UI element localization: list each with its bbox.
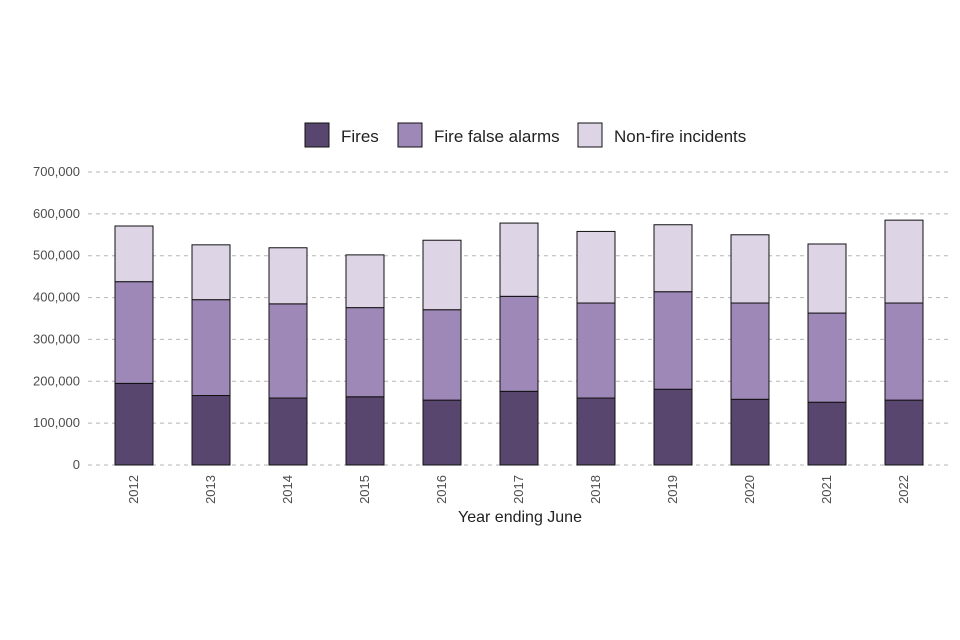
bar-fires-2022 bbox=[884, 399, 924, 466]
bar-fire-false-alarms-2019 bbox=[653, 291, 693, 390]
x-axis: 2012 2013 2014 2015 2016 2017 2018 2019 2020 2021… bbox=[126, 475, 911, 504]
bar-non-fire-incidents-2014 bbox=[268, 247, 308, 305]
x-tick-label: 2019 bbox=[665, 475, 680, 504]
x-tick-label: 2017 bbox=[511, 475, 526, 504]
bar-fire-false-alarms-2016 bbox=[422, 309, 462, 401]
bar-fire-false-alarms-2015 bbox=[345, 307, 385, 398]
bar-fires-2019 bbox=[653, 388, 693, 466]
y-tick-label: 200,000 bbox=[33, 373, 80, 388]
bar-fire-false-alarms-2020 bbox=[730, 302, 770, 400]
x-tick-label: 2020 bbox=[742, 475, 757, 504]
x-tick-label: 2018 bbox=[588, 475, 603, 504]
x-tick-label: 2022 bbox=[896, 475, 911, 504]
legend-label: Fires bbox=[341, 127, 379, 146]
x-tick-label: 2014 bbox=[280, 475, 295, 504]
x-tick-label: 2015 bbox=[357, 475, 372, 504]
bar-fires-2012 bbox=[114, 382, 154, 466]
legend-label: Non-fire incidents bbox=[614, 127, 746, 146]
y-tick-label: 600,000 bbox=[33, 206, 80, 221]
bar-fire-false-alarms-2012 bbox=[114, 281, 154, 384]
bar-non-fire-incidents-2013 bbox=[191, 244, 231, 301]
y-tick-label: 0 bbox=[73, 457, 80, 472]
bar-fires-2015 bbox=[345, 396, 385, 466]
legend: Fires Fire false alarms Non-fire incidents bbox=[304, 122, 746, 148]
y-axis: 0 100,000 200,000 300,000 400,000 500,000 600,… bbox=[33, 164, 80, 472]
y-tick-label: 400,000 bbox=[33, 290, 80, 305]
bar-non-fire-incidents-2021 bbox=[807, 243, 847, 314]
y-tick-label: 300,000 bbox=[33, 331, 80, 346]
bar-non-fire-incidents-2019 bbox=[653, 224, 693, 293]
x-tick-label: 2012 bbox=[126, 475, 141, 504]
bar-fire-false-alarms-2013 bbox=[191, 299, 231, 397]
bar-fires-2021 bbox=[807, 401, 847, 466]
legend-swatch bbox=[397, 122, 423, 148]
bar-non-fire-incidents-2018 bbox=[576, 230, 616, 304]
y-tick-label: 500,000 bbox=[33, 248, 80, 263]
bar-fires-2014 bbox=[268, 397, 308, 466]
bars bbox=[114, 219, 924, 466]
bar-fires-2016 bbox=[422, 399, 462, 466]
bar-fires-2018 bbox=[576, 397, 616, 466]
legend-swatch bbox=[577, 122, 603, 148]
legend-swatch bbox=[304, 122, 330, 148]
bar-non-fire-incidents-2017 bbox=[499, 222, 539, 297]
bar-fire-false-alarms-2017 bbox=[499, 295, 539, 392]
bar-fire-false-alarms-2018 bbox=[576, 302, 616, 399]
bar-fires-2020 bbox=[730, 398, 770, 466]
bar-fire-false-alarms-2022 bbox=[884, 302, 924, 401]
bar-fires-2017 bbox=[499, 390, 539, 466]
bar-non-fire-incidents-2022 bbox=[884, 219, 924, 304]
bar-non-fire-incidents-2015 bbox=[345, 254, 385, 309]
x-tick-label: 2021 bbox=[819, 475, 834, 504]
legend-label: Fire false alarms bbox=[434, 127, 560, 146]
bar-fire-false-alarms-2021 bbox=[807, 312, 847, 403]
bar-fires-2013 bbox=[191, 395, 231, 466]
bar-fire-false-alarms-2014 bbox=[268, 303, 308, 399]
bar-non-fire-incidents-2016 bbox=[422, 239, 462, 311]
bar-non-fire-incidents-2012 bbox=[114, 225, 154, 283]
y-tick-label: 700,000 bbox=[33, 164, 80, 179]
y-tick-label: 100,000 bbox=[33, 415, 80, 430]
x-axis-title: Year ending June bbox=[458, 509, 582, 526]
x-tick-label: 2013 bbox=[203, 475, 218, 504]
x-tick-label: 2016 bbox=[434, 475, 449, 504]
bar-non-fire-incidents-2020 bbox=[730, 234, 770, 304]
